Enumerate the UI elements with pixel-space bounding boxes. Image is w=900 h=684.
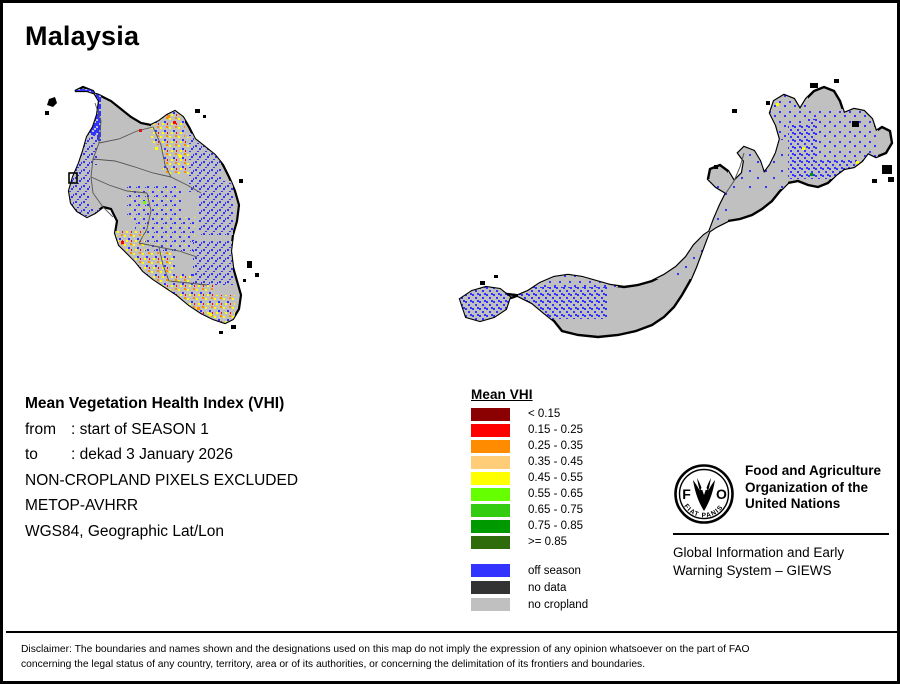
legend-row: 0.45 - 0.55 [471,470,588,486]
legend-label: 0.35 - 0.45 [528,456,583,468]
peninsular-state-boundaries [90,102,208,286]
legend-row: off season [471,562,588,579]
fao-name-line3: United Nations [745,496,841,511]
info-to-row: to : dekad 3 January 2026 [25,442,445,468]
info-sensor: METOP-AVHRR [25,497,139,514]
legend-class-list: < 0.15 0.15 - 0.25 0.25 - 0.35 0.35 - 0.… [471,406,588,550]
legend-swatch [471,407,510,421]
fao-name-line2: Organization of the [745,479,868,495]
fao-name-line1: Food and Agriculture [745,463,881,478]
legend-row: no cropland [471,596,588,613]
legend-row: 0.35 - 0.45 [471,454,588,470]
legend-extra-list: off season no data no cropland [471,562,588,613]
peninsular-svg [45,85,259,334]
giews-name: Global Information and Early Warning Sys… [673,544,889,579]
info-from-value: : start of SEASON 1 [71,420,209,438]
legend-label: off season [528,564,581,577]
legend-swatch [471,581,510,594]
giews-line1: Global Information and Early [673,545,845,560]
disclaimer-line2: concerning the legal status of any count… [21,659,646,670]
legend-title: Mean VHI [471,387,533,402]
fao-header: A F O FIAT PANIS Food and Agriculture O [673,463,889,525]
east-state-boundary [725,152,745,194]
info-heading: Mean Vegetation Health Index (VHI) [25,395,285,412]
east-islands [480,79,894,285]
legend-row: no data [471,579,588,596]
disclaimer-divider [6,631,897,633]
legend-row: 0.15 - 0.25 [471,422,588,438]
peninsular-islands [45,97,259,334]
svg-text:O: O [716,486,727,502]
legend-row: 0.75 - 0.85 [471,518,588,534]
svg-text:F: F [682,486,691,502]
legend-row: >= 0.85 [471,534,588,550]
legend-label: 0.25 - 0.35 [528,440,583,452]
info-pixels-note: NON-CROPLAND PIXELS EXCLUDED [25,471,299,489]
legend-swatch [471,487,510,501]
east-southwest-pixels [460,287,510,321]
legend-swatch [471,564,510,577]
info-from-row: from : start of SEASON 1 [25,417,445,443]
legend-swatch [471,503,510,517]
legend-swatch [471,423,510,437]
info-projection: WGS84, Geographic Lat/Lon [25,522,225,540]
legend-swatch [471,455,510,469]
fao-branding: A F O FIAT PANIS Food and Agriculture O [673,463,889,579]
fao-logo-icon: A F O FIAT PANIS [673,463,735,525]
legend-label: 0.45 - 0.55 [528,472,583,484]
map-info-block: Mean Vegetation Health Index (VHI) from:… [25,391,445,544]
legend-label: < 0.15 [528,408,561,420]
legend-label: 0.75 - 0.85 [528,520,583,532]
disclaimer-line1: Disclaimer: The boundaries and names sho… [21,644,750,655]
legend-label: 0.55 - 0.65 [528,488,583,500]
page-title: Malaysia [25,21,140,51]
legend-label: 0.15 - 0.25 [528,424,583,436]
info-to-value: : dekad 3 January 2026 [71,446,234,463]
svg-text:A: A [700,482,707,493]
legend: Mean VHI < 0.15 0.15 - 0.25 0.25 - 0.35 … [471,387,588,613]
legend-row: < 0.15 [471,406,588,422]
disclaimer: Disclaimer: The boundaries and names sho… [21,642,881,672]
east-svg [458,79,894,339]
east-vhi-pixels [518,89,878,319]
legend-label: no cropland [528,598,589,611]
legend-swatch [471,598,510,611]
info-from-label: from [25,420,56,438]
legend-label: >= 0.85 [528,536,568,548]
giews-line2: Warning System – GIEWS [673,562,832,578]
legend-row: 0.65 - 0.75 [471,502,588,518]
fao-divider [673,533,889,535]
info-to-label: to [25,446,38,463]
legend-row: 0.55 - 0.65 [471,486,588,502]
map-peninsular-malaysia [43,81,283,339]
legend-swatch [471,439,510,453]
legend-swatch [471,471,510,485]
legend-swatch [471,535,510,549]
map-east-malaysia [458,69,897,349]
legend-label: 0.65 - 0.75 [528,504,583,516]
fao-name: Food and Agriculture Organization of the… [745,463,881,513]
legend-label: no data [528,581,567,594]
legend-row: 0.25 - 0.35 [471,438,588,454]
legend-swatch [471,519,510,533]
